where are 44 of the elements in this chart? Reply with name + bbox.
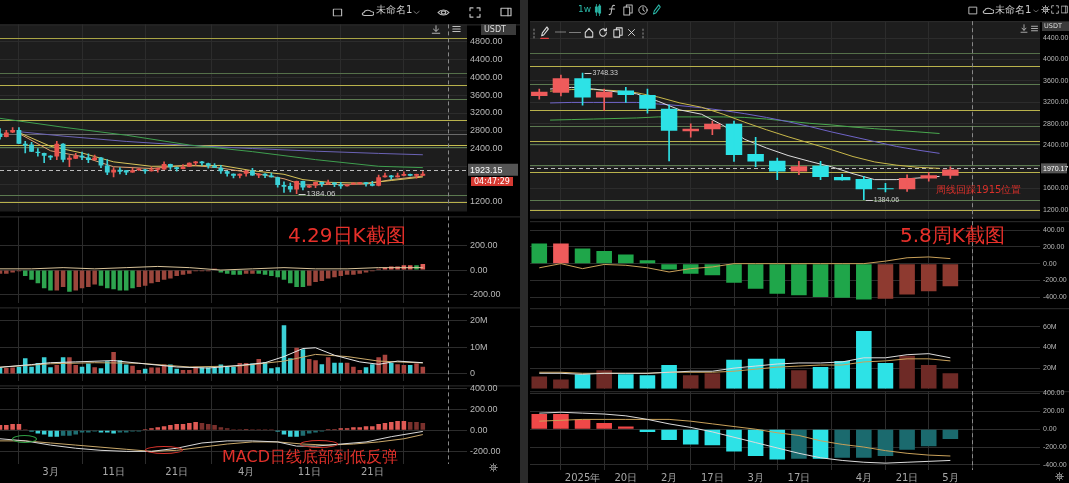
y-tick-label: 1200.00	[470, 196, 503, 207]
x-tick-label: 17日	[701, 471, 724, 483]
y-tick-label: 200.00	[470, 240, 498, 251]
y-tick-label: 4000.00	[470, 71, 503, 82]
x-tick-label: 21日	[165, 465, 189, 477]
x-tick-label: 3月	[747, 471, 764, 483]
annotation: 1384.06	[306, 189, 337, 199]
annotation: MACD日线底部到低反弹	[222, 447, 398, 467]
y-tick-label: 3200.00	[470, 107, 503, 118]
x-tick-label: 3月	[42, 465, 59, 477]
x-tick-label: 11日	[102, 465, 125, 477]
y-tick-label: 10M	[470, 341, 488, 352]
y-tick-label: 4400.00	[470, 54, 503, 65]
x-tick-label: 21日	[360, 465, 384, 477]
text: USDT	[481, 24, 516, 36]
y-tick-label: 0.00	[470, 264, 488, 275]
text: 04:47:29	[471, 177, 513, 187]
y-tick-label: 0.00	[470, 424, 488, 435]
text: 1w	[578, 4, 592, 15]
x-tick-label: 17日	[787, 471, 811, 483]
text: 未命名1	[376, 4, 413, 16]
x-tick-label: 2月	[660, 471, 678, 483]
y-tick-label: 200.00	[470, 403, 498, 414]
x-tick-label: 21日	[895, 471, 919, 483]
text: 未命名1	[995, 4, 1032, 16]
y-tick-label: 2400.00	[470, 143, 503, 154]
y-tick-label: -200.00	[470, 288, 501, 299]
y-tick-label: 3600.00	[470, 89, 503, 100]
x-tick-label: 20日	[614, 471, 638, 483]
x-tick-label: 5月	[942, 471, 959, 483]
y-tick-label: 20M	[470, 314, 488, 325]
x-tick-label: 4月	[237, 465, 255, 477]
y-tick-label: -200.00	[470, 445, 501, 456]
ref-line-label: 1923.15	[470, 164, 503, 175]
y-tick-label: 0	[470, 368, 476, 379]
annotation: 周线回踩1915位置	[936, 184, 1022, 196]
x-tick-label: 4月	[855, 471, 873, 483]
y-tick-label: 2800.00	[470, 125, 503, 136]
y-tick-label: 4800.00	[470, 36, 503, 47]
annotation: 5.8周K截图	[900, 223, 1005, 247]
annotation: 4.29日K截图	[288, 223, 406, 247]
y-tick-label: 400.00	[470, 382, 498, 393]
x-tick-label: 2025年	[564, 471, 601, 483]
x-tick-label: 11日	[297, 465, 321, 477]
